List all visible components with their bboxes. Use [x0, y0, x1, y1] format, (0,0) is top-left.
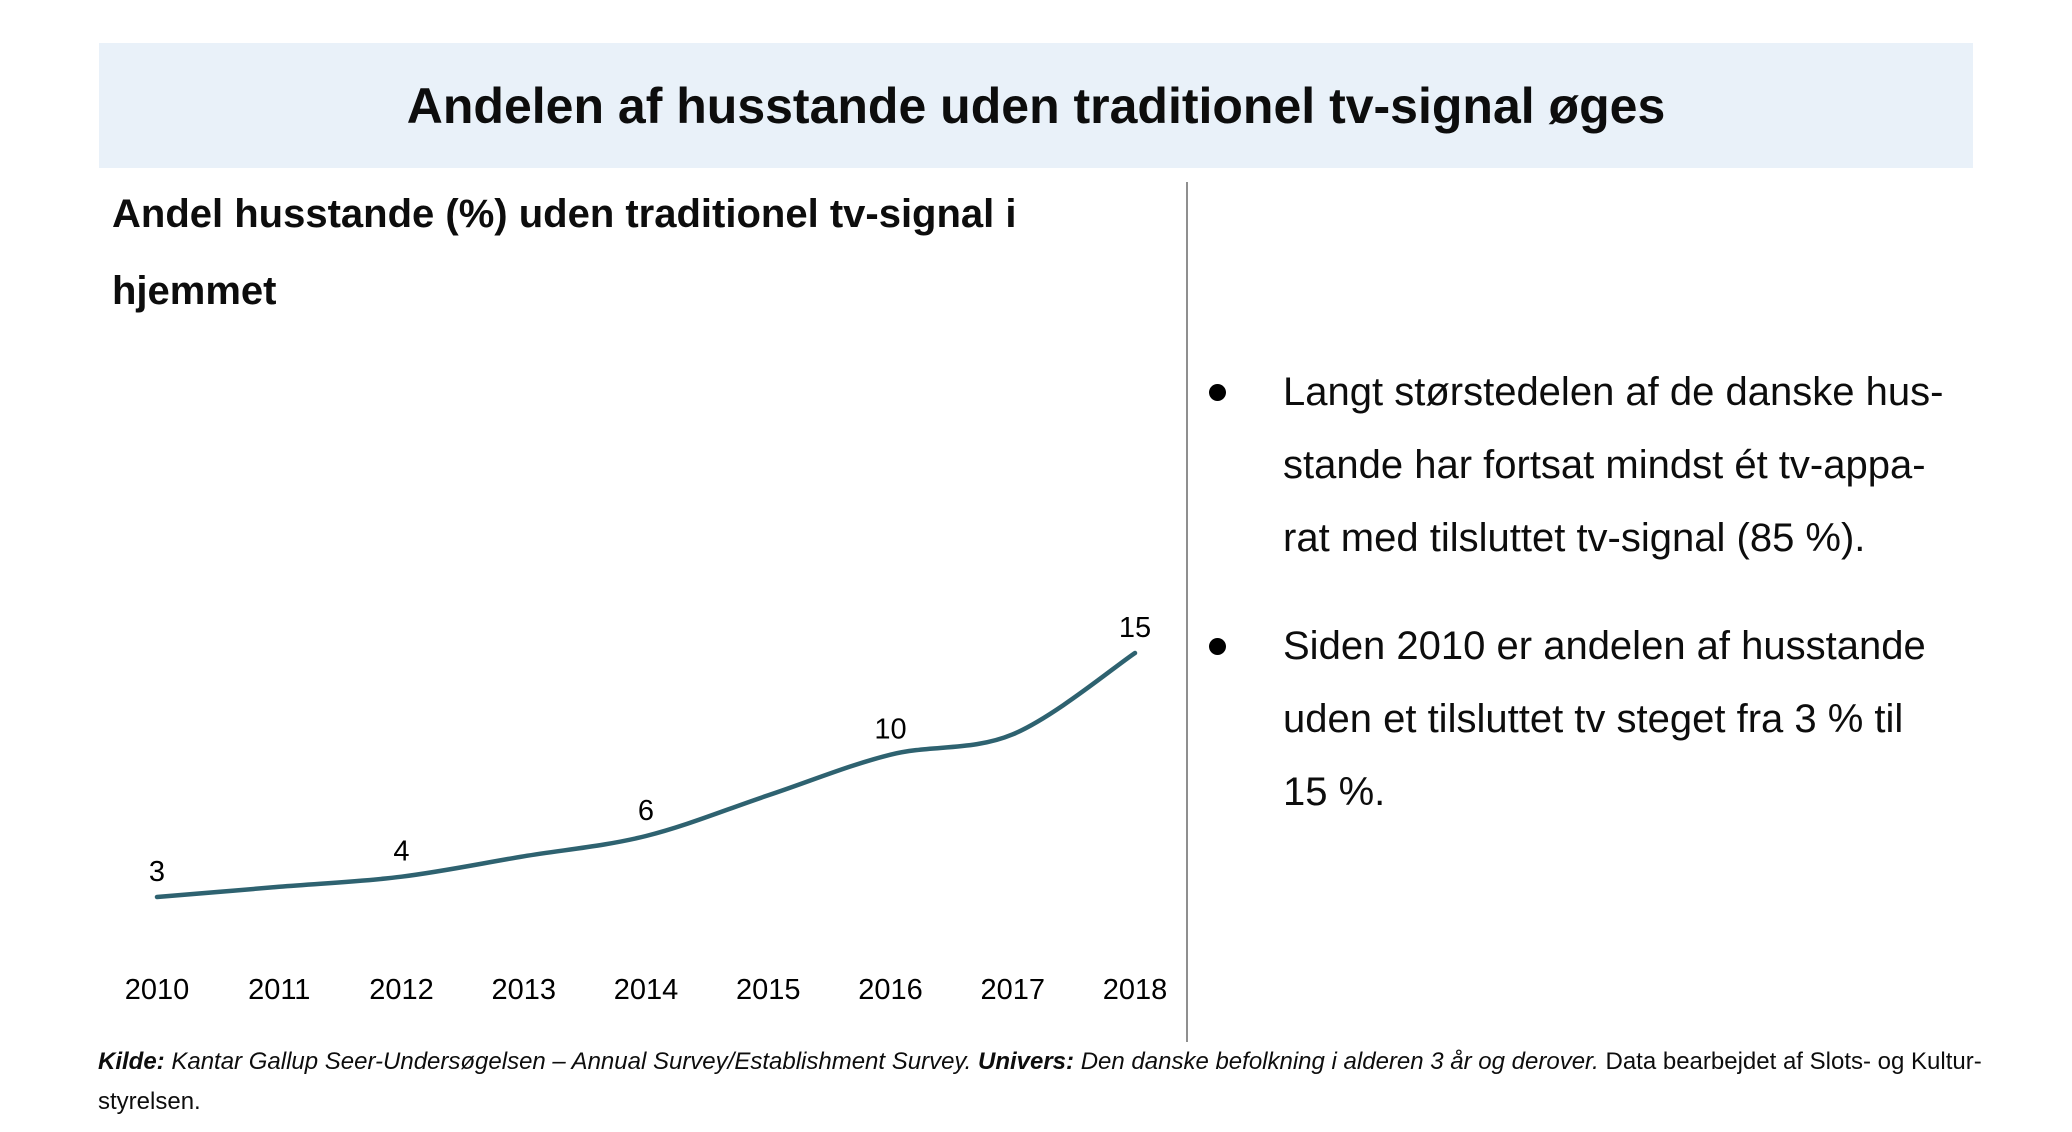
x-axis-label-2014: 2014 — [614, 974, 679, 1006]
x-axis-label-2016: 2016 — [858, 974, 923, 1006]
data-label-2016: 10 — [874, 714, 906, 746]
x-axis-label-2015: 2015 — [736, 974, 801, 1006]
data-label-2012: 4 — [393, 836, 409, 868]
data-label-2010: 3 — [149, 856, 165, 888]
x-axis-label-2013: 2013 — [491, 974, 556, 1006]
x-axis-label-2012: 2012 — [369, 974, 434, 1006]
bullet-dot-icon — [1209, 384, 1226, 401]
line-chart: 3 4 6 10 15 2010 2011 2012 2013 2014 2015 2016 2017 2… — [125, 612, 1168, 1006]
source-kilde-label: Kilde: — [98, 1048, 165, 1075]
slide-title: Andelen af husstande uden traditionel tv… — [406, 77, 1666, 134]
vertical-divider — [1186, 182, 1188, 1042]
x-axis-label-2017: 2017 — [980, 974, 1045, 1006]
source-univers-label: Univers: — [977, 1048, 1075, 1075]
trend-line — [154, 650, 1138, 900]
bullet-item: Siden 2010 er andelen af husstande uden … — [1209, 610, 2039, 829]
data-label-2014: 6 — [638, 795, 654, 827]
chart-title: Andel husstande (%) uden traditionel tv-… — [112, 192, 1017, 313]
bullet-dot-icon — [1209, 638, 1226, 655]
x-axis-label-2018: 2018 — [1103, 974, 1168, 1006]
source-note: Kilde: Kantar Gallup Seer-Undersøgelsen … — [98, 1042, 1988, 1122]
x-axis-label-2011: 2011 — [248, 974, 310, 1006]
title-banner: Andelen af husstande uden traditionel tv… — [99, 43, 1973, 168]
data-label-2018: 15 — [1119, 612, 1151, 644]
bullet-text: Langt størstedelen af de danske hus- sta… — [1283, 370, 1944, 560]
x-axis-label-2010: 2010 — [125, 974, 190, 1006]
source-kilde-text: Kantar Gallup Seer-Undersøgelsen – Annua… — [164, 1048, 978, 1075]
bullet-item: Langt størstedelen af de danske hus- sta… — [1209, 356, 2039, 575]
source-univers-text: Den danske befolkning i alderen 3 år og … — [1074, 1048, 1606, 1075]
bullet-text: Siden 2010 er andelen af husstande uden … — [1283, 624, 1926, 814]
source-processed-text-continued: styrelsen. — [98, 1088, 201, 1115]
source-processed-text: Data bearbejdet af Slots- og Kultur- — [1605, 1048, 1982, 1075]
bullet-list: Langt størstedelen af de danske hus- sta… — [1209, 356, 2039, 829]
